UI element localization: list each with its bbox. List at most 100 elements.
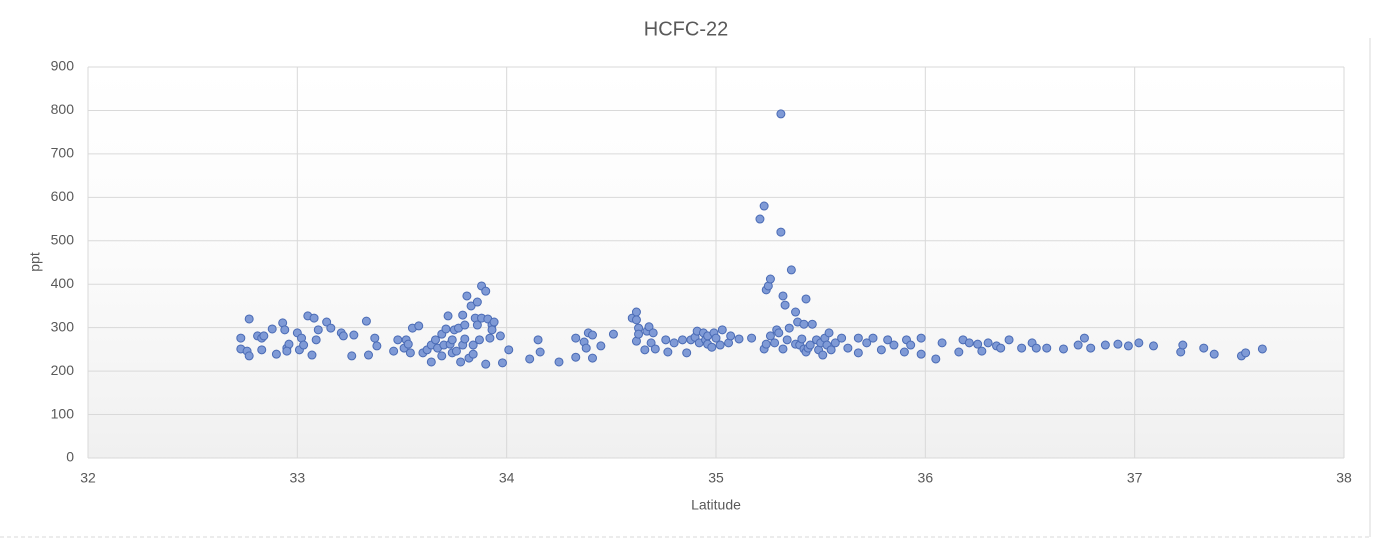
point xyxy=(472,320,482,330)
y-axis-label: ppt xyxy=(27,252,43,272)
point xyxy=(973,339,983,349)
x-tick-label: 36 xyxy=(918,470,934,486)
point xyxy=(495,331,505,341)
x-tick-label: 33 xyxy=(290,470,306,486)
point xyxy=(678,335,688,345)
y-tick-label: 200 xyxy=(51,362,75,378)
point xyxy=(456,357,466,367)
x-tick-label: 32 xyxy=(80,470,96,486)
point xyxy=(481,286,491,296)
point xyxy=(393,335,403,345)
y-tick-label: 900 xyxy=(51,58,75,74)
y-tick-label: 700 xyxy=(51,145,75,161)
point xyxy=(313,325,323,335)
point xyxy=(533,335,543,345)
point xyxy=(1017,343,1027,353)
point xyxy=(389,346,399,356)
point xyxy=(663,347,673,357)
point xyxy=(426,357,436,367)
point xyxy=(322,317,332,327)
point xyxy=(1079,333,1089,343)
y-tick-label: 0 xyxy=(66,449,74,465)
point xyxy=(805,340,815,350)
point xyxy=(640,345,650,355)
point xyxy=(1209,349,1219,359)
point xyxy=(784,323,794,333)
point xyxy=(661,335,671,345)
point xyxy=(451,346,461,356)
point xyxy=(447,335,457,345)
point xyxy=(489,317,499,327)
point xyxy=(715,340,725,350)
point xyxy=(441,324,451,334)
point xyxy=(778,344,788,354)
point xyxy=(370,333,380,343)
point xyxy=(257,345,267,355)
point xyxy=(311,335,321,345)
y-tick-label: 100 xyxy=(51,405,75,421)
point xyxy=(571,352,581,362)
point xyxy=(361,316,371,326)
point xyxy=(259,331,269,341)
point xyxy=(587,330,597,340)
point xyxy=(889,340,899,350)
point xyxy=(244,314,254,324)
point xyxy=(931,354,941,364)
point xyxy=(535,347,545,357)
point xyxy=(414,321,424,331)
point xyxy=(937,338,947,348)
point xyxy=(1100,340,1110,350)
point xyxy=(1113,339,1123,349)
y-tick-label: 800 xyxy=(51,101,75,117)
x-tick-label: 34 xyxy=(499,470,515,486)
point xyxy=(791,307,801,317)
point xyxy=(799,319,809,329)
point xyxy=(759,201,769,211)
point xyxy=(1042,343,1052,353)
point xyxy=(996,343,1006,353)
point xyxy=(349,330,359,340)
point xyxy=(755,214,765,224)
point xyxy=(1058,344,1068,354)
point xyxy=(669,338,679,348)
point xyxy=(780,300,790,310)
point xyxy=(608,329,618,339)
point xyxy=(830,338,840,348)
point xyxy=(711,333,721,343)
point xyxy=(770,338,780,348)
point xyxy=(364,350,374,360)
point xyxy=(853,333,863,343)
point xyxy=(1199,343,1209,353)
point xyxy=(776,227,786,237)
point xyxy=(646,338,656,348)
point xyxy=(648,328,658,338)
point xyxy=(717,325,727,335)
point xyxy=(481,359,491,369)
point xyxy=(271,349,281,359)
point xyxy=(267,324,277,334)
point xyxy=(372,341,382,351)
point xyxy=(581,343,591,353)
point xyxy=(964,338,974,348)
point xyxy=(634,329,644,339)
point xyxy=(1134,338,1144,348)
y-tick-label: 600 xyxy=(51,188,75,204)
point xyxy=(462,291,472,301)
point xyxy=(818,350,828,360)
point xyxy=(824,328,834,338)
point xyxy=(631,307,641,317)
point xyxy=(430,335,440,345)
point xyxy=(468,349,478,359)
point xyxy=(299,340,309,350)
point xyxy=(726,331,736,341)
point xyxy=(774,328,784,338)
point xyxy=(1004,335,1014,345)
point xyxy=(280,325,290,335)
x-tick-label: 35 xyxy=(708,470,724,486)
point xyxy=(1149,341,1159,351)
point xyxy=(761,339,771,349)
point xyxy=(801,294,811,304)
point xyxy=(843,343,853,353)
point xyxy=(1086,343,1096,353)
point xyxy=(876,345,886,355)
